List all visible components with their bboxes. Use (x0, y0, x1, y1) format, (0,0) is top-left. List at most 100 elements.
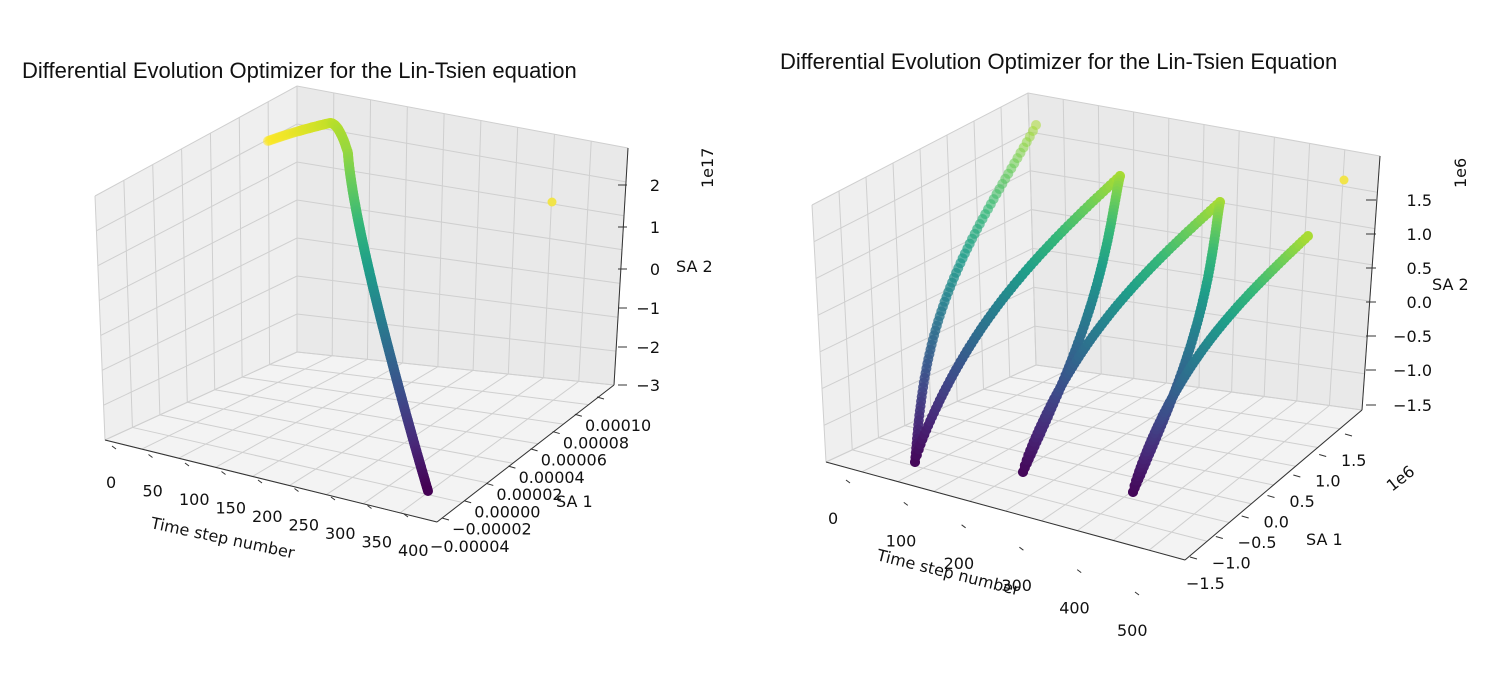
gridline (214, 389, 539, 445)
z-tick-label: −2 (636, 338, 660, 357)
gridline (123, 180, 133, 428)
chart-left-title: Differential Evolution Optimizer for the… (22, 58, 577, 83)
gridline (215, 362, 403, 468)
x-tick-label: 250 (289, 516, 320, 535)
gridline (983, 388, 1318, 448)
gridline (269, 364, 589, 406)
chart-right-title: Differential Evolution Optimizer for the… (780, 49, 1337, 74)
left-x-ticks: 0 50 100 150 200 250 300 350 400 (106, 445, 429, 560)
y-tick-mark (596, 396, 605, 400)
right-pane-back (1028, 93, 1380, 410)
x-tick-label: 100 (179, 490, 210, 509)
gridline (904, 425, 1252, 505)
x-tick-mark (845, 479, 851, 484)
y-tick-mark (1319, 454, 1327, 457)
gridline (865, 176, 879, 438)
x-tick-label: 200 (944, 554, 975, 573)
y-tick-label: 0.00006 (541, 451, 607, 470)
trajectory-point (423, 486, 433, 496)
y-tick-label: 1.5 (1341, 451, 1366, 470)
y-tick-label: 0.00004 (519, 468, 585, 487)
z-tick-label: 1 (650, 218, 660, 237)
gridline (957, 400, 1296, 467)
gridline (331, 92, 335, 356)
gridline (238, 117, 243, 378)
y-tick-mark (464, 500, 472, 504)
y-tick-label: 0.5 (1289, 492, 1314, 511)
y-tick-label: 0.0 (1264, 513, 1289, 532)
x-tick-label: 200 (252, 507, 283, 526)
right-y-offset: 1e6 (1383, 462, 1418, 496)
x-tick-mark (148, 454, 153, 458)
gridline (187, 401, 513, 464)
y-tick-label: 0.00008 (563, 433, 629, 452)
left-pane-floor (105, 352, 614, 522)
gridline (1328, 149, 1346, 406)
gridline (825, 364, 1363, 463)
gridline (101, 275, 619, 371)
y-tick-mark (1189, 556, 1198, 560)
oscillation-point (1303, 231, 1313, 241)
x-tick-mark (1134, 591, 1140, 596)
gridline (973, 120, 984, 390)
x-tick-label: 0 (828, 509, 838, 528)
gridline (1296, 143, 1311, 402)
x-tick-label: 150 (216, 499, 247, 518)
x-tick-label: 300 (1001, 576, 1032, 595)
x-tick-label: 300 (325, 524, 356, 543)
right-z-label: SA 2 (1432, 275, 1469, 294)
right-outlier-point (1339, 175, 1349, 185)
gridline (104, 351, 615, 441)
gridline (811, 204, 827, 463)
gridline (1000, 106, 1011, 378)
gridline (1198, 124, 1205, 388)
y-tick-label: −1.5 (1186, 574, 1225, 593)
z-tick-label: 0.5 (1407, 259, 1432, 278)
x-tick-mark (184, 462, 190, 467)
left-pane-left (95, 86, 297, 440)
gridline (97, 161, 625, 267)
y-tick-label: 0.00010 (585, 416, 651, 435)
left-z-label: SA 2 (676, 257, 713, 276)
x-tick-mark (1076, 569, 1082, 573)
right-z-axis (1361, 155, 1381, 411)
left-z-offset: 1e17 (698, 148, 717, 188)
left-y-axis (436, 384, 615, 523)
x-tick-label: 400 (1059, 599, 1090, 618)
right-x-axis (825, 461, 1186, 561)
x-tick-label: 50 (143, 482, 163, 501)
gridline (94, 85, 629, 197)
right-pane-left (812, 93, 1036, 462)
gridline (817, 209, 1373, 316)
x-tick-mark (221, 471, 226, 475)
left-x-axis (104, 439, 438, 523)
gridline (437, 113, 445, 367)
gridline (815, 170, 1375, 279)
z-tick-label: −1.5 (1393, 396, 1432, 415)
gridline (578, 141, 592, 382)
y-tick-mark (1267, 495, 1275, 498)
left-z-ticks: −3 −2 −1 0 1 2 (618, 176, 660, 395)
x-tick-label: 0 (106, 473, 116, 492)
z-tick-label: 0.0 (1407, 293, 1432, 312)
y-tick-mark (486, 482, 494, 486)
z-tick-label: −0.5 (1393, 327, 1432, 346)
gridline (96, 123, 627, 232)
z-tick-label: −1.0 (1393, 361, 1432, 380)
left-y-label: SA 1 (556, 492, 593, 511)
y-tick-mark (1293, 474, 1301, 478)
right-pane-floor (826, 365, 1362, 560)
y-tick-mark (1344, 433, 1353, 437)
gridline (543, 134, 555, 378)
gridline (103, 313, 617, 406)
x-tick-mark (403, 513, 409, 518)
x-tick-mark (1019, 546, 1024, 551)
y-tick-label: 0.00000 (474, 502, 540, 521)
z-tick-label: 1.5 (1407, 191, 1432, 210)
gridline (99, 199, 623, 302)
left-trajectory-series (263, 118, 433, 496)
y-tick-mark (441, 517, 450, 521)
left-outlier-point (547, 197, 557, 207)
gridline (362, 377, 544, 505)
chart-left: Differential Evolution Optimizer for the… (22, 58, 717, 562)
